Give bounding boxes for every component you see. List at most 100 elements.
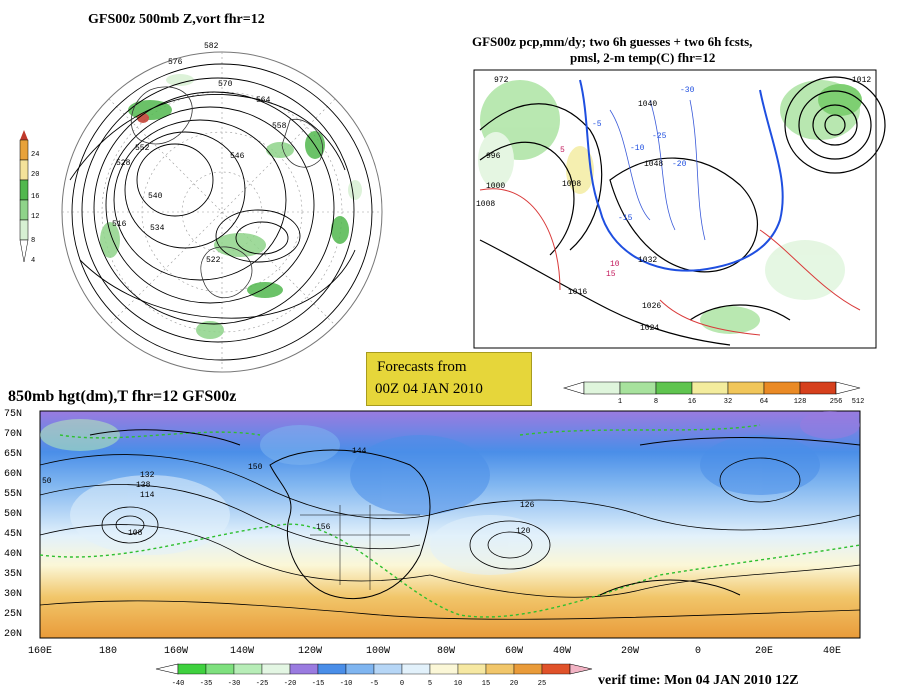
colorbar-label: 12 (31, 213, 39, 221)
banner-line2: 00Z 04 JAN 2010 (375, 381, 483, 397)
panel-500mb: GFS00z 500mb Z,vort fhr=12 (0, 0, 440, 385)
height-label: 582 (204, 42, 219, 51)
svg-text:40N: 40N (4, 549, 22, 560)
panel-precip: GFS00z pcp,mm/dy; two 6h guesses + two 6… (460, 0, 900, 405)
colorbar-label: 8 (31, 237, 35, 245)
svg-text:120: 120 (516, 527, 531, 536)
svg-text:1024: 1024 (640, 324, 659, 333)
height-label: 570 (218, 80, 233, 89)
svg-text:1026: 1026 (642, 302, 661, 311)
pmsl-contours (479, 76, 886, 346)
height-label: 534 (150, 224, 165, 233)
svg-text:-30: -30 (680, 86, 695, 95)
lon-labels: 160E 180 160W 140W 120W 100W 80W 60W 40W… (28, 646, 841, 657)
svg-text:35N: 35N (4, 569, 22, 580)
svg-text:10: 10 (610, 260, 620, 269)
polar-map: 582 576 570 564 558 552 546 540 534 528 … (19, 42, 383, 373)
svg-text:1008: 1008 (562, 180, 581, 189)
svg-text:1000: 1000 (486, 182, 505, 191)
svg-text:-20: -20 (284, 680, 297, 688)
forecast-banner: Forecasts from 00Z 04 JAN 2010 (366, 352, 532, 406)
svg-text:45N: 45N (4, 529, 22, 540)
svg-text:-20: -20 (672, 160, 687, 169)
pressure-labels: 972 996 1000 1008 1016 1024 1026 1032 10… (476, 76, 871, 333)
panel-precip-title-line2: pmsl, 2-m temp(C) fhr=12 (570, 50, 716, 65)
panel-500mb-title: GFS00z 500mb Z,vort fhr=12 (88, 12, 265, 27)
panel-precip-colorbar: 1 8 16 32 64 128 256 512 (562, 381, 864, 405)
svg-text:15: 15 (606, 270, 616, 279)
state-borders (300, 505, 420, 590)
svg-text:-30: -30 (228, 680, 241, 688)
height-label: 546 (230, 152, 245, 161)
svg-text:20E: 20E (755, 646, 773, 657)
svg-text:1040: 1040 (638, 100, 657, 109)
svg-text:75N: 75N (4, 409, 22, 420)
height-contours (69, 63, 373, 361)
svg-text:144: 144 (352, 447, 367, 456)
svg-text:160W: 160W (164, 646, 188, 657)
colorbar-label: 24 (31, 151, 39, 159)
continents (131, 86, 323, 299)
svg-text:-25: -25 (652, 132, 667, 141)
height-label: 516 (112, 220, 127, 229)
svg-text:40E: 40E (823, 646, 841, 657)
svg-text:1048: 1048 (644, 160, 663, 169)
svg-text:-15: -15 (312, 680, 325, 688)
svg-text:108: 108 (128, 529, 143, 538)
svg-text:132: 132 (140, 471, 155, 480)
temperature-anomalies (40, 411, 860, 575)
svg-text:114: 114 (140, 491, 155, 500)
svg-text:20W: 20W (621, 646, 639, 657)
svg-text:25N: 25N (4, 609, 22, 620)
svg-text:-5: -5 (370, 680, 378, 688)
panel-850mb-colorbar: -40 -35 -30 -25 -20 -15 -10 -5 0 5 10 15… (155, 663, 593, 688)
svg-text:20N: 20N (4, 629, 22, 640)
svg-text:65N: 65N (4, 449, 22, 460)
svg-text:50: 50 (42, 477, 52, 486)
svg-text:5: 5 (428, 680, 432, 688)
svg-text:1008: 1008 (476, 200, 495, 209)
svg-text:160E: 160E (28, 646, 52, 657)
svg-text:5: 5 (560, 146, 565, 155)
verif-time: verif time: Mon 04 JAN 2010 12Z (598, 673, 799, 688)
svg-text:15: 15 (482, 680, 490, 688)
svg-text:150: 150 (248, 463, 263, 472)
height-label: 552 (135, 144, 150, 153)
svg-text:0: 0 (400, 680, 404, 688)
colorbar-label: 20 (31, 171, 39, 179)
temperature-labels: -5 -10 -15 -20 -25 -30 10 15 5 (560, 86, 695, 279)
svg-text:64: 64 (760, 398, 768, 405)
svg-text:55N: 55N (4, 489, 22, 500)
height-label: 528 (116, 159, 131, 168)
height-contours-850 (39, 454, 861, 620)
svg-text:-15: -15 (618, 214, 633, 223)
svg-text:32: 32 (724, 398, 732, 405)
svg-text:120W: 120W (298, 646, 322, 657)
height-label: 558 (272, 122, 287, 131)
svg-text:8: 8 (654, 398, 658, 405)
svg-text:1: 1 (618, 398, 622, 405)
svg-text:0: 0 (695, 646, 701, 657)
svg-text:30N: 30N (4, 589, 22, 600)
svg-text:138: 138 (136, 481, 151, 490)
svg-text:80W: 80W (437, 646, 455, 657)
coastlines (89, 429, 861, 600)
svg-text:100W: 100W (366, 646, 390, 657)
svg-text:40W: 40W (553, 646, 571, 657)
height-label: 540 (148, 192, 163, 201)
panel-precip-title-line1: GFS00z pcp,mm/dy; two 6h guesses + two 6… (472, 34, 753, 49)
polar-height-labels: 582 576 570 564 558 552 546 540 534 528 … (112, 42, 287, 265)
panel-500mb-colorbar: 24 20 16 12 8 4 (19, 130, 39, 265)
svg-text:10: 10 (454, 680, 462, 688)
svg-text:140W: 140W (230, 646, 254, 657)
colorbar-label: 16 (31, 193, 39, 201)
svg-text:1012: 1012 (852, 76, 871, 85)
svg-text:1032: 1032 (638, 256, 657, 265)
polar-grid (62, 52, 382, 372)
height-labels-850: 144 150 132 138 126 114 108 120 156 50 (42, 447, 535, 538)
svg-text:256: 256 (830, 398, 843, 405)
vorticity-shading (100, 74, 362, 339)
svg-text:16: 16 (688, 398, 696, 405)
svg-text:126: 126 (520, 501, 535, 510)
svg-text:-5: -5 (592, 120, 602, 129)
